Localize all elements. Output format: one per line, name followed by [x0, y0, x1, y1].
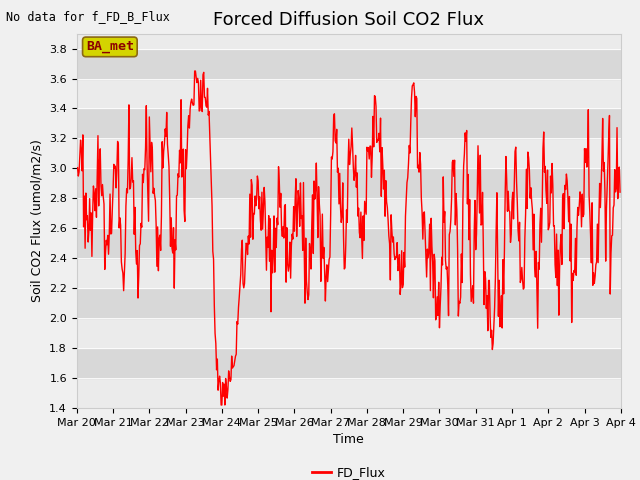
X-axis label: Time: Time [333, 433, 364, 446]
Bar [77, 348, 621, 378]
Bar [77, 48, 621, 79]
Bar [77, 138, 621, 168]
Legend: FD_Flux: FD_Flux [307, 461, 391, 480]
Bar [77, 318, 621, 348]
Y-axis label: Soil CO2 Flux (umol/m2/s): Soil CO2 Flux (umol/m2/s) [31, 139, 44, 302]
Bar [77, 258, 621, 288]
Bar [77, 228, 621, 258]
Text: No data for f_FD_B_Flux: No data for f_FD_B_Flux [6, 10, 170, 23]
Bar [77, 79, 621, 108]
Title: Forced Diffusion Soil CO2 Flux: Forced Diffusion Soil CO2 Flux [213, 11, 484, 29]
Bar [77, 108, 621, 138]
Text: BA_met: BA_met [86, 40, 134, 53]
Bar [77, 198, 621, 228]
Bar [77, 378, 621, 408]
Bar [77, 288, 621, 318]
Bar [77, 168, 621, 198]
Bar [77, 19, 621, 48]
